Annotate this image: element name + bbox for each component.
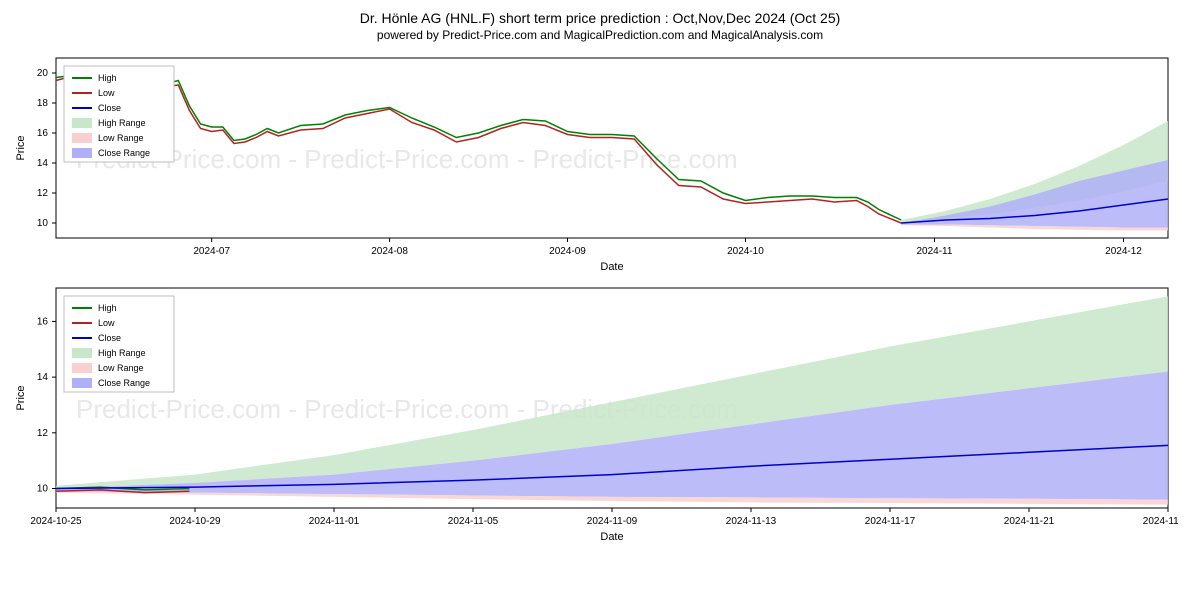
- legend-label: Low: [98, 318, 115, 328]
- xtick-label: 2024-12: [1105, 246, 1142, 257]
- legend-label: Close Range: [98, 148, 150, 158]
- ytick-label: 14: [37, 158, 49, 169]
- legend-swatch-patch: [72, 133, 92, 143]
- chart2-svg: Predict-Price.com - Predict-Price.com - …: [8, 278, 1178, 548]
- x-axis-label: Date: [600, 531, 623, 543]
- chart1-box: Predict-Price.com - Predict-Price.com - …: [8, 48, 1192, 278]
- chart1-svg: Predict-Price.com - Predict-Price.com - …: [8, 48, 1178, 278]
- legend-label: Close Range: [98, 378, 150, 388]
- ytick-label: 12: [37, 428, 49, 439]
- legend-label: Close: [98, 333, 121, 343]
- legend-label: High: [98, 73, 117, 83]
- legend-label: High Range: [98, 348, 146, 358]
- ytick-label: 16: [37, 128, 49, 139]
- legend-swatch-patch: [72, 363, 92, 373]
- xtick-label: 2024-11-05: [448, 516, 499, 527]
- xtick-label: 2024-10-25: [30, 516, 82, 527]
- xtick-label: 2024-11-17: [865, 516, 916, 527]
- watermark: Predict-Price.com - Predict-Price.com - …: [76, 144, 738, 174]
- ytick-label: 10: [37, 218, 49, 229]
- xtick-label: 2024-11-09: [587, 516, 638, 527]
- xtick-label: 2024-07: [193, 246, 230, 257]
- chart-container: Dr. Hönle AG (HNL.F) short term price pr…: [8, 10, 1192, 548]
- xtick-label: 2024-11-25: [1143, 516, 1178, 527]
- legend-label: Low: [98, 88, 115, 98]
- xtick-label: 2024-11-13: [726, 516, 777, 527]
- chart-title: Dr. Hönle AG (HNL.F) short term price pr…: [8, 10, 1192, 26]
- xtick-label: 2024-10: [727, 246, 764, 257]
- xtick-label: 2024-10-29: [169, 516, 221, 527]
- legend-swatch-patch: [72, 118, 92, 128]
- ytick-label: 20: [37, 68, 49, 79]
- ytick-label: 10: [37, 484, 49, 495]
- xtick-label: 2024-08: [371, 246, 408, 257]
- xtick-label: 2024-09: [549, 246, 586, 257]
- xtick-label: 2024-11: [916, 246, 952, 257]
- chart-subtitle: powered by Predict-Price.com and Magical…: [8, 28, 1192, 42]
- ytick-label: 18: [37, 98, 49, 109]
- xtick-label: 2024-11-01: [309, 516, 360, 527]
- legend-label: High Range: [98, 118, 146, 128]
- y-axis-label: Price: [15, 385, 27, 410]
- chart2-box: Predict-Price.com - Predict-Price.com - …: [8, 278, 1192, 548]
- xtick-label: 2024-11-21: [1004, 516, 1055, 527]
- y-axis-label: Price: [15, 135, 27, 160]
- ytick-label: 14: [37, 372, 49, 383]
- legend-label: High: [98, 303, 117, 313]
- legend-swatch-patch: [72, 378, 92, 388]
- legend-label: Low Range: [98, 363, 144, 373]
- legend-label: Low Range: [98, 133, 144, 143]
- x-axis-label: Date: [600, 261, 623, 273]
- legend-swatch-patch: [72, 348, 92, 358]
- ytick-label: 12: [37, 188, 49, 199]
- ytick-label: 16: [37, 316, 49, 327]
- legend-label: Close: [98, 103, 121, 113]
- legend-swatch-patch: [72, 148, 92, 158]
